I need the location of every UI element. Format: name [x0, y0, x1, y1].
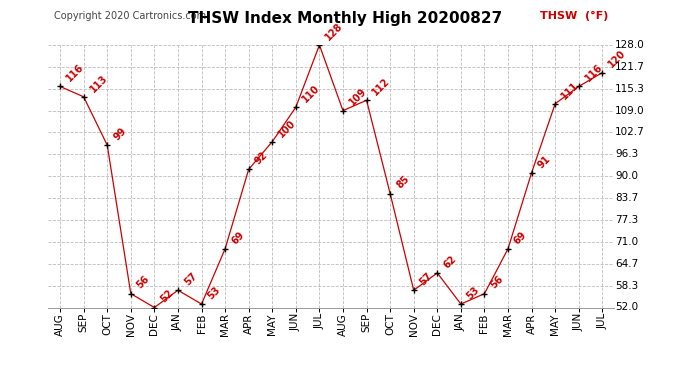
Text: 128.0: 128.0: [615, 40, 645, 50]
Text: 96.3: 96.3: [615, 150, 638, 159]
Text: 56: 56: [135, 274, 152, 291]
Text: 113: 113: [88, 73, 109, 94]
Text: 56: 56: [489, 274, 505, 291]
Text: THSW  (°F): THSW (°F): [540, 11, 609, 21]
Text: 99: 99: [111, 126, 128, 142]
Text: 116: 116: [64, 62, 86, 84]
Text: 116: 116: [583, 62, 604, 84]
Text: 91: 91: [535, 153, 553, 170]
Text: 115.3: 115.3: [615, 84, 645, 94]
Text: 53: 53: [465, 285, 482, 301]
Text: 52: 52: [159, 288, 175, 305]
Text: 71.0: 71.0: [615, 237, 638, 247]
Text: 109.0: 109.0: [615, 106, 645, 116]
Text: 110: 110: [300, 83, 322, 104]
Text: 77.3: 77.3: [615, 215, 638, 225]
Text: 120: 120: [607, 48, 628, 70]
Text: 83.7: 83.7: [615, 193, 638, 203]
Text: 64.7: 64.7: [615, 259, 638, 268]
Text: 85: 85: [394, 174, 411, 191]
Text: 53: 53: [206, 285, 222, 301]
Text: 52.0: 52.0: [615, 303, 638, 312]
Text: 69: 69: [229, 230, 246, 246]
Text: 112: 112: [371, 76, 392, 98]
Text: 90.0: 90.0: [615, 171, 638, 181]
Text: 121.7: 121.7: [615, 62, 645, 72]
Text: 58.3: 58.3: [615, 281, 638, 291]
Text: 57: 57: [182, 271, 199, 288]
Text: 111: 111: [560, 80, 581, 101]
Text: Copyright 2020 Cartronics.com: Copyright 2020 Cartronics.com: [54, 11, 206, 21]
Text: 128: 128: [324, 21, 345, 42]
Text: 57: 57: [418, 271, 435, 288]
Text: 62: 62: [442, 254, 458, 270]
Text: 100: 100: [277, 117, 298, 139]
Text: 92: 92: [253, 150, 270, 166]
Text: 109: 109: [347, 87, 368, 108]
Text: 102.7: 102.7: [615, 128, 645, 137]
Text: 69: 69: [512, 230, 529, 246]
Text: THSW Index Monthly High 20200827: THSW Index Monthly High 20200827: [188, 11, 502, 26]
